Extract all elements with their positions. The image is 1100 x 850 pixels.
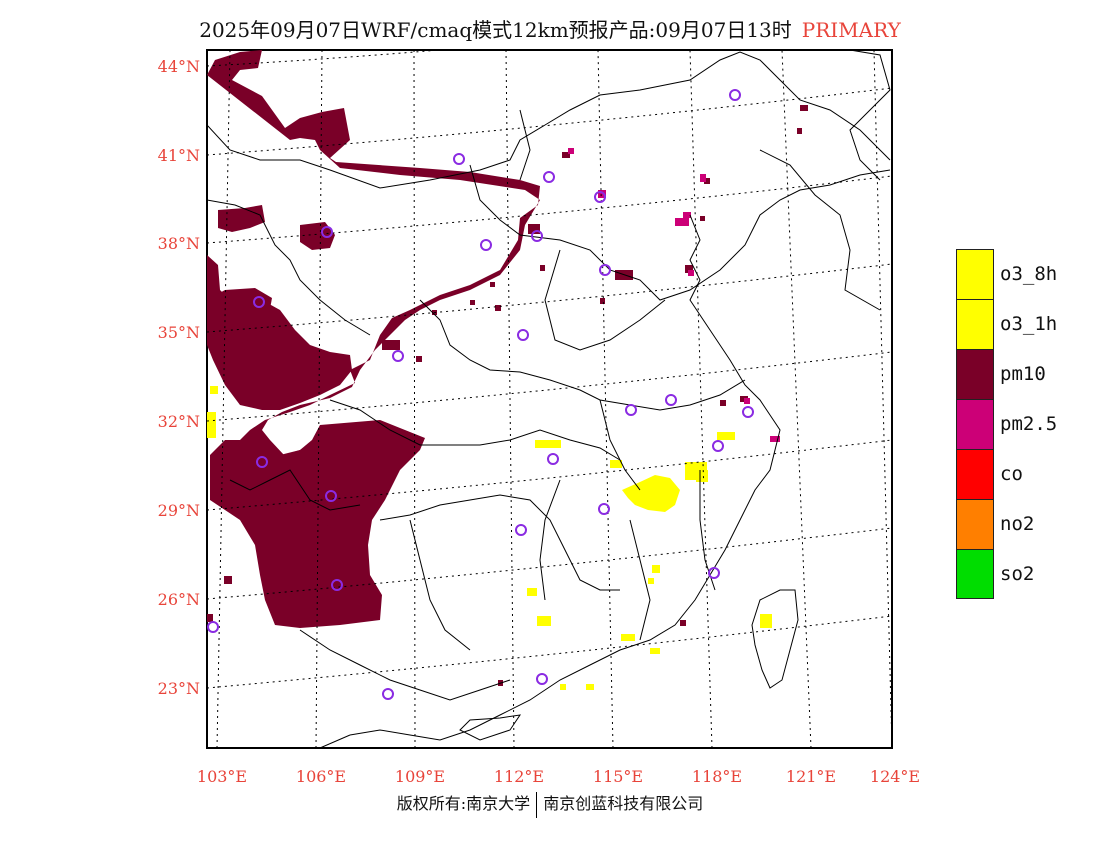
lat-label-23: 23°N [158, 679, 200, 698]
legend-label-so2: so2 [1000, 563, 1035, 585]
copyright-right: 南京创蓝科技有限公司 [543, 794, 704, 813]
lon-label-109: 109°E [395, 767, 445, 786]
map-title: 2025年09月07日WRF/cmaq模式12km预报产品:09月07日13时 P… [0, 14, 1100, 43]
legend-swatch-pm10 [956, 349, 994, 399]
o3-region [207, 386, 772, 690]
legend-swatch-so2 [956, 549, 994, 599]
copyright-left: 版权所有:南京大学 [396, 794, 531, 813]
lat-label-41: 41°N [158, 146, 200, 165]
copyright-footer: 版权所有:南京大学 南京创蓝科技有限公司 [0, 790, 1100, 818]
lat-label-32: 32°N [158, 412, 200, 431]
title-text: 2025年09月07日WRF/cmaq模式12km预报产品:09月07日13时 [199, 18, 792, 42]
lat-label-44: 44°N [158, 57, 200, 76]
lat-label-38: 38°N [158, 234, 200, 253]
legend-label-pm25: pm2.5 [1000, 413, 1058, 435]
legend-item-co: co [956, 449, 1096, 499]
legend-item-o3-8h: o3_8h [956, 249, 1096, 299]
legend-label-o3-1h: o3_1h [1000, 313, 1058, 335]
latitude-labels: 44°N 41°N 38°N 35°N 32°N 29°N 26°N 23°N [158, 57, 200, 698]
lon-label-106: 106°E [296, 767, 346, 786]
legend-swatch-no2 [956, 499, 994, 549]
lon-label-115: 115°E [593, 767, 643, 786]
pollutant-legend: o3_8h o3_1h pm10 pm2.5 co no2 so2 [956, 249, 1096, 599]
legend-item-no2: no2 [956, 499, 1096, 549]
legend-label-o3-8h: o3_8h [1000, 263, 1058, 285]
legend-item-o3-1h: o3_1h [956, 299, 1096, 349]
legend-label-pm10: pm10 [1000, 363, 1046, 385]
legend-swatch-pm25 [956, 399, 994, 449]
legend-item-pm25: pm2.5 [956, 399, 1096, 449]
boundary-lines [207, 50, 891, 748]
pm25-region [568, 148, 780, 442]
lon-label-121: 121°E [786, 767, 836, 786]
footer-separator [536, 791, 538, 818]
legend-swatch-o3-8h [956, 249, 994, 299]
legend-item-pm10: pm10 [956, 349, 1096, 399]
longitude-labels: 103°E 106°E 109°E 112°E 115°E 118°E 121°… [197, 767, 920, 786]
lat-label-29: 29°N [158, 501, 200, 520]
map-frame [206, 49, 893, 749]
title-tag: PRIMARY [801, 18, 901, 42]
legend-label-no2: no2 [1000, 513, 1035, 535]
lat-label-26: 26°N [158, 590, 200, 609]
lat-label-35: 35°N [158, 323, 200, 342]
graticule [207, 50, 892, 748]
legend-swatch-o3-1h [956, 299, 994, 349]
legend-swatch-co [956, 449, 994, 499]
station-markers [207, 89, 754, 700]
lon-label-124: 124°E [870, 767, 920, 786]
lon-label-118: 118°E [692, 767, 742, 786]
lon-label-103: 103°E [197, 767, 247, 786]
legend-label-co: co [1000, 463, 1023, 485]
legend-item-so2: so2 [956, 549, 1096, 599]
lon-label-112: 112°E [494, 767, 544, 786]
